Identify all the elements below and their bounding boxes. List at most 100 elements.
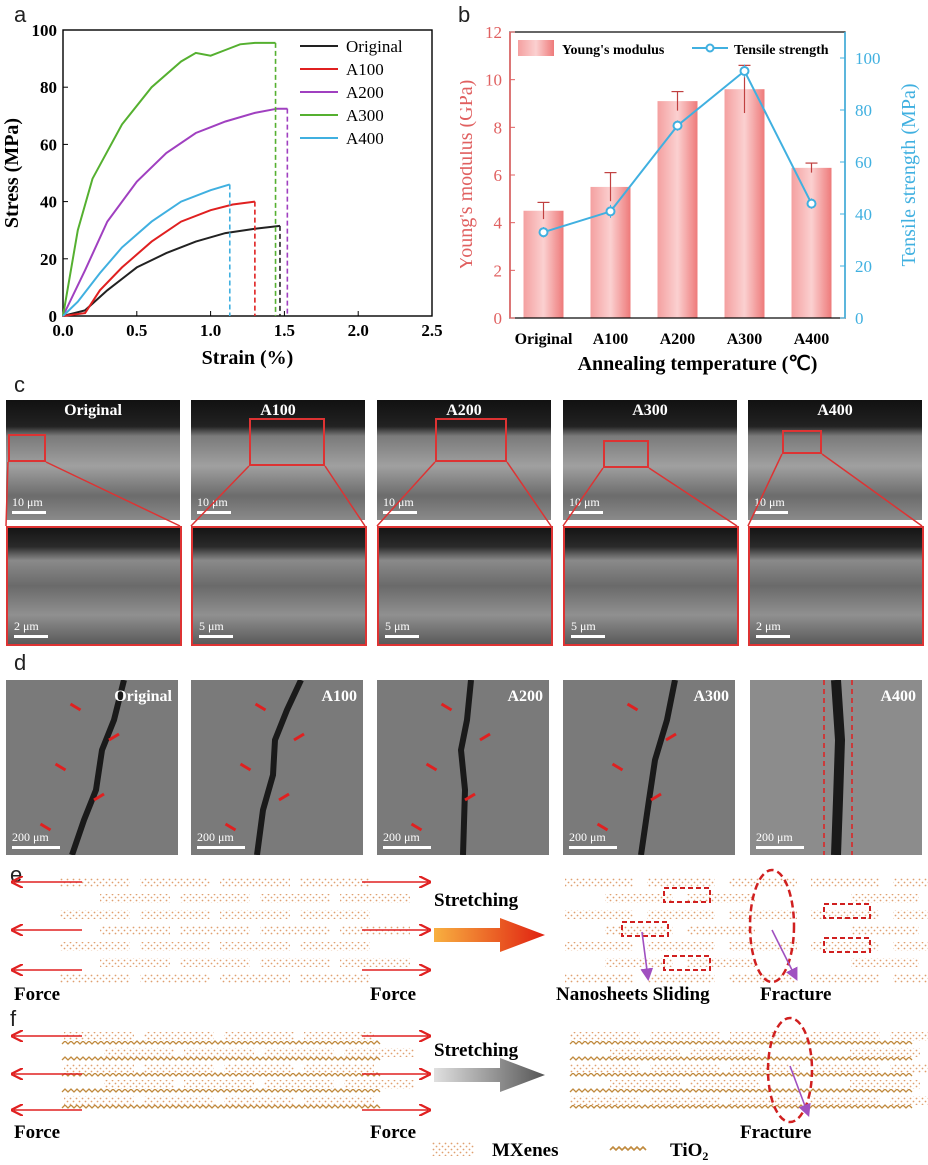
mxene-nanosheet [180,958,250,967]
mxene-nanosheet [144,1096,214,1105]
mxene-nanosheet [304,1096,374,1105]
legend-mxenes-swatch [432,1142,474,1156]
crack-pointer-arrow [293,732,305,742]
force-right-e: Force [370,984,416,1005]
legend-label-tensile: Tensile strength [734,43,829,58]
stretching-diagram-e: Stretching Force Force Nanosheets Slidin… [0,868,928,1005]
mxene-nanosheet [565,974,633,983]
x-axis-label-a: Strain (%) [202,347,294,369]
mxene-nanosheet [300,878,370,887]
legend-label-a300: A300 [346,106,384,125]
mxene-nanosheet [144,1032,214,1041]
legend-swatch-modulus [518,40,554,56]
scale-bar: 200 μm [197,830,245,849]
sliding-region-box [823,903,871,919]
crack [254,680,304,855]
mxene-nanosheet [304,1032,374,1041]
y-right-tick-label-b: 80 [855,101,872,120]
sem-top-a100: A100 10 μm [191,400,365,520]
crack-pointer-arrow [39,822,52,832]
y-right-tick-label-b: 20 [855,257,872,276]
fracture-region-ellipse-f [766,1016,814,1124]
panel-label-d: d [14,650,27,675]
mxene-nanosheet [570,1096,640,1105]
mxene-nanosheet [64,1032,134,1041]
mxene-nanosheet [220,878,290,887]
mxene-nanosheet [180,926,250,935]
legend-label-a400: A400 [346,129,384,148]
series-line-a300 [62,41,276,317]
sem-label: A400 [880,688,916,705]
mxene-nanosheet [264,1048,334,1057]
category-label-a400: A400 [794,331,830,348]
crack-pointer-arrow [665,732,677,742]
sem-zoom-a200: 5 μm [377,526,553,646]
crack-pointer-arrow [611,762,624,772]
series-line-a200 [62,107,288,317]
sem-zoom-a100: 5 μm [191,526,367,646]
panel-label-a: a [14,2,27,27]
mxene-nanosheet [893,942,928,951]
mxene-nanosheet [344,1080,414,1089]
y-tick-label-a: 0 [49,307,58,326]
tensile-point-original [538,227,549,238]
scale-bar: 10 μm [754,495,788,514]
mxene-nanosheet [60,910,130,919]
y-tick-label-b: 10 [485,71,502,90]
crack-sem-a400: A400 200 μm [750,680,922,855]
zoom-region-box [782,430,822,454]
sem-zoom-a400: 2 μm [748,526,924,646]
legend-label-a100: A100 [346,60,384,79]
scale-bar: 200 μm [383,830,431,849]
mxene-nanosheet [64,1096,134,1105]
stretching-label-f: Stretching [434,1040,519,1061]
mxene-nanosheet [300,942,370,951]
sliding-region-box [823,937,871,953]
x-tick-label-a: 2.0 [348,321,369,340]
mxene-nanosheet [729,878,797,887]
scale-bar: 2 μm [14,619,48,638]
scale-bar: 5 μm [385,619,419,638]
zoom-region-box [8,434,46,462]
bar-a400 [791,167,832,318]
mxene-nanosheet [730,1064,800,1073]
mxene-nanosheet [647,942,715,951]
mxene-nanosheet [264,1080,334,1089]
category-label-a100: A100 [593,331,629,348]
mxene-nanosheet [690,1048,760,1057]
stress-strain-chart: 0.0 0.5 1.0 1.5 2.0 2.5 0 20 40 60 80 100 Strain (%)… [1,21,443,369]
mxene-nanosheet [340,894,410,903]
legend-label-modulus: Young's modulus [562,43,665,58]
sem-top-original: Original 10 μm [6,400,180,520]
crack-pointer-arrow [440,702,453,712]
sem-zoom-original: 2 μm [6,526,182,646]
sem-label: A200 [446,402,482,419]
sliding-region-box [663,955,711,971]
mxene-nanosheet [140,942,210,951]
stretch-arrow-e [434,918,545,952]
mxene-nanosheet [811,878,879,887]
crack [831,680,846,855]
mxene-nanosheet [893,974,928,983]
mxene-nanosheet [140,878,210,887]
tio2-chain [61,1040,381,1045]
category-label-original: Original [515,331,573,348]
mxene-nanosheet [605,894,673,903]
mxene-nanosheet [650,1064,720,1073]
mxene-nanosheet [184,1048,254,1057]
mxene-nanosheet [729,910,797,919]
mxene-nanosheet [570,1064,640,1073]
mxene-nanosheet [851,926,919,935]
y-axis-label-b: Young's modulus (GPa) [460,80,477,271]
mxene-nanosheet [180,894,250,903]
modulus-strength-chart: 0 2 4 6 8 10 12 0 20 40 60 80 100 Original A100 A200 A30… [460,23,920,375]
sliding-pointer [640,931,654,982]
mxene-nanosheet [220,910,290,919]
crack-pointer-arrow [69,702,82,712]
crack-pointer-arrow [410,822,423,832]
crack-pointer-arrow [239,762,252,772]
mxene-nanosheet [647,910,715,919]
mxene-nanosheet [890,1096,928,1105]
mxene-nanosheet [184,1080,254,1089]
mxene-nanosheet [300,974,370,983]
